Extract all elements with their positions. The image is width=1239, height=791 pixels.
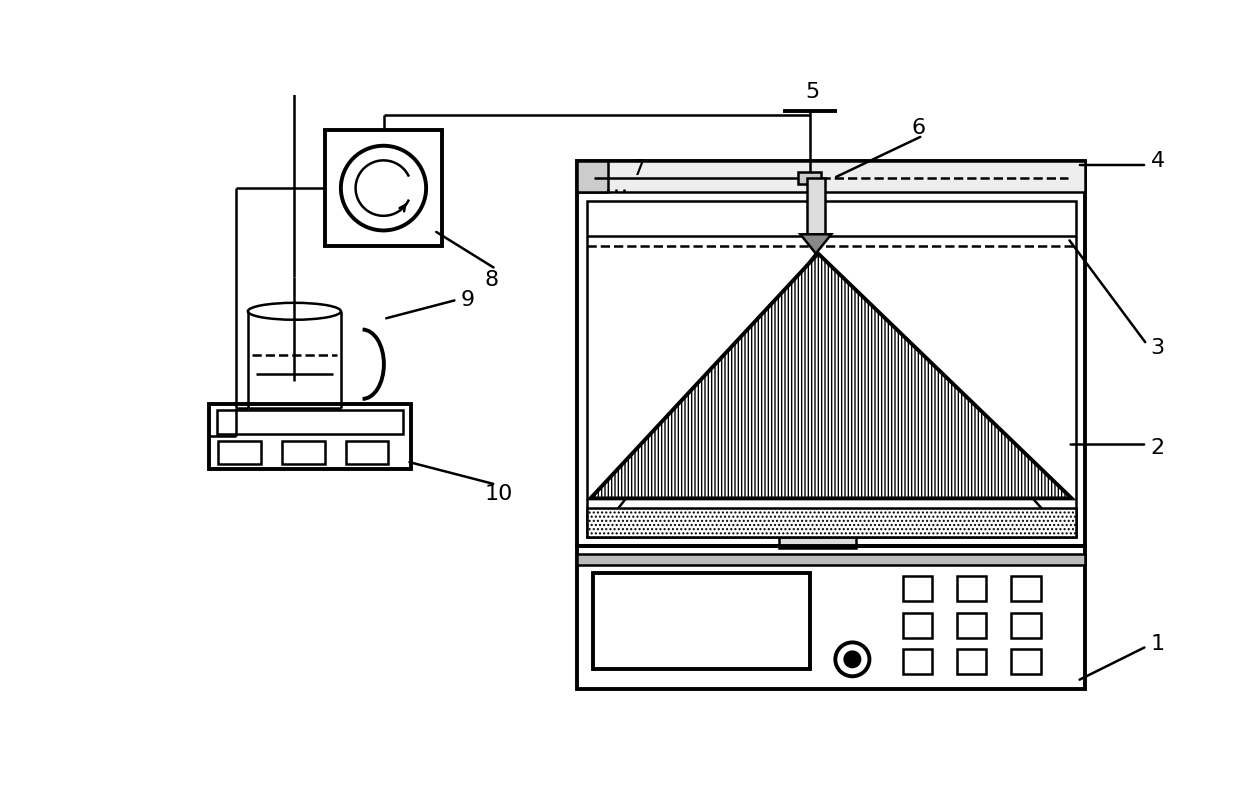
Bar: [903, 576, 932, 601]
Circle shape: [845, 652, 860, 667]
Bar: [577, 161, 1085, 546]
Bar: [577, 161, 608, 192]
Bar: [217, 410, 403, 434]
Bar: [577, 554, 1085, 566]
Bar: [586, 201, 1075, 537]
Polygon shape: [591, 254, 1072, 498]
Bar: [282, 441, 325, 464]
Polygon shape: [800, 234, 831, 254]
Bar: [326, 131, 441, 246]
Bar: [807, 178, 825, 234]
Bar: [209, 403, 410, 469]
Bar: [577, 161, 1085, 192]
Bar: [1011, 613, 1041, 638]
Bar: [592, 573, 810, 669]
Bar: [779, 532, 856, 547]
Text: 2: 2: [1151, 438, 1165, 458]
Text: 3: 3: [1151, 339, 1165, 358]
Bar: [218, 441, 261, 464]
Bar: [346, 441, 388, 464]
Text: 7: 7: [632, 159, 646, 179]
Bar: [903, 613, 932, 638]
Text: 6: 6: [911, 118, 926, 138]
Bar: [1011, 649, 1041, 674]
Bar: [903, 649, 932, 674]
Text: 8: 8: [484, 271, 498, 290]
Text: 1: 1: [1151, 634, 1165, 654]
Bar: [577, 546, 1085, 689]
Bar: [1011, 576, 1041, 601]
Text: 9: 9: [461, 290, 475, 310]
Text: 4: 4: [1151, 151, 1165, 171]
Bar: [957, 649, 986, 674]
Bar: [957, 613, 986, 638]
Text: 10: 10: [484, 484, 513, 504]
Bar: [957, 576, 986, 601]
Bar: [586, 508, 1075, 537]
Text: 5: 5: [805, 81, 820, 102]
Bar: [798, 172, 821, 184]
